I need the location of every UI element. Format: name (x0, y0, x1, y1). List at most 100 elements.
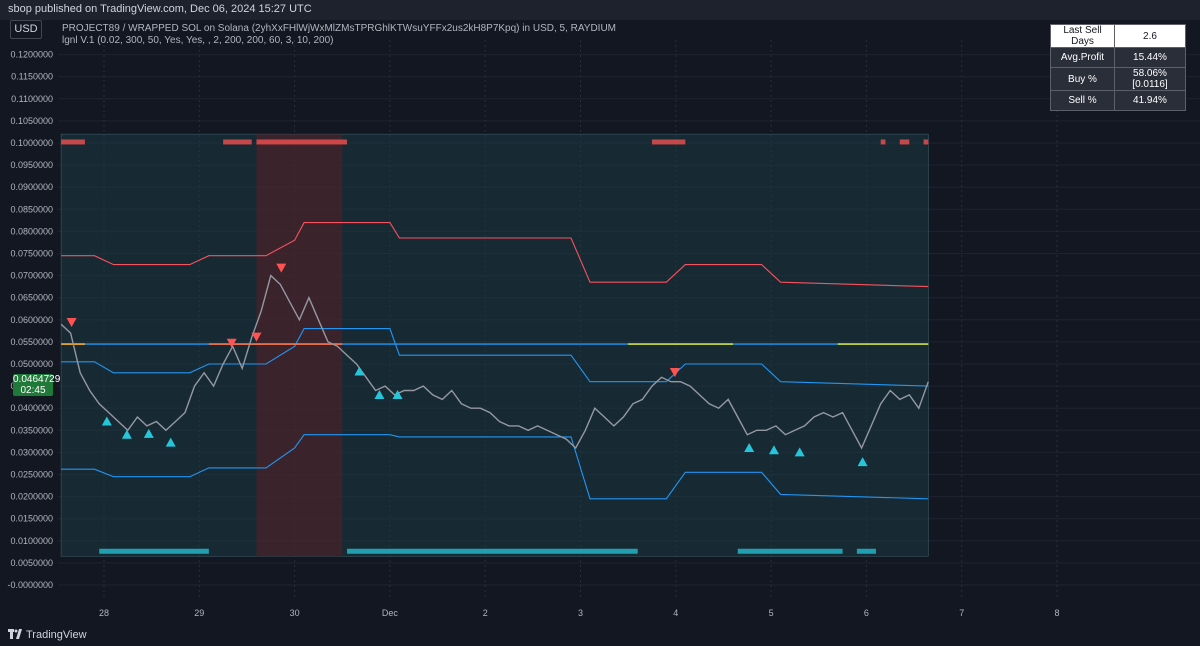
currency-selector[interactable]: USD (10, 20, 42, 39)
signal-markers (66, 263, 868, 467)
y-tick-label: 0.0700000 (10, 271, 53, 281)
stats-row: Last Sell Days 2.6 (1050, 24, 1186, 48)
x-tick-label: 3 (578, 608, 583, 618)
stats-label: Buy % (1050, 67, 1115, 91)
tradingview-logo-icon (8, 629, 22, 639)
published-caption: sbop published on TradingView.com, Dec 0… (8, 3, 312, 15)
buy-signal (121, 429, 132, 439)
stats-label: Avg.Profit (1050, 47, 1115, 68)
y-tick-label: 0.0900000 (10, 182, 53, 192)
x-tick-label: 2 (483, 608, 488, 618)
buy-signal (794, 447, 805, 457)
y-tick-label: 0.1200000 (10, 50, 53, 60)
last-price-value: 0.0464729 (13, 374, 61, 385)
top-signal-bar (223, 139, 252, 145)
sell-signal (66, 318, 77, 328)
stats-table: Last Sell Days 2.6 Avg.Profit 15.44% Buy… (1050, 24, 1186, 111)
last-price-tag: 0.0464729 02:45 (13, 374, 61, 396)
y-tick-label: 0.0300000 (10, 447, 53, 457)
indicator-background (60, 133, 929, 557)
x-tick-label: 7 (959, 608, 964, 618)
price-line (60, 274, 929, 450)
y-tick-label: 0.0650000 (10, 293, 53, 303)
upper-band (61, 222, 929, 288)
x-tick-label: 29 (194, 608, 204, 618)
stats-value: 58.06% [0.0116] (1114, 67, 1186, 91)
top-signal-bar (651, 139, 686, 145)
y-tick-label: 0.0400000 (10, 403, 53, 413)
bottom-signal-bar (347, 548, 638, 554)
sell-signal (226, 338, 237, 348)
y-tick-label: 0.1100000 (11, 94, 53, 104)
y-tick-label: 0.1150000 (11, 72, 53, 82)
buy-signal (857, 457, 868, 467)
buy-signal (101, 416, 112, 426)
symbol-legend: PROJECT89 / WRAPPED SOL on Solana (2yhXx… (62, 23, 617, 34)
y-tick-label: 0.0150000 (10, 514, 53, 524)
lower-band (61, 434, 929, 500)
y-tick-label: 0.0250000 (10, 470, 53, 480)
y-tick-label: 0.1050000 (10, 116, 53, 126)
top-signal-bar (880, 139, 886, 145)
y-tick-label: 0.0800000 (10, 226, 53, 236)
upper-inner-band (61, 328, 929, 387)
tradingview-brand: TradingView (26, 629, 87, 641)
stats-value: 41.94% (1114, 90, 1186, 111)
top-signal-bar (61, 139, 85, 145)
sell-zone (256, 134, 343, 557)
x-tick-label: 6 (864, 608, 869, 618)
y-tick-label: 0.0500000 (10, 359, 53, 369)
x-tick-label: 4 (673, 608, 678, 618)
stats-label: Last Sell Days (1050, 24, 1115, 48)
price-series (60, 274, 929, 450)
published-bar (0, 0, 1200, 20)
x-tick-label: Dec (382, 608, 399, 618)
top-signal-bar (923, 139, 929, 145)
stats-value: 2.6 (1114, 24, 1186, 48)
stats-row: Avg.Profit 15.44% (1050, 47, 1186, 68)
y-tick-label: 0.0350000 (10, 425, 53, 435)
buy-signal (374, 389, 385, 399)
y-tick-label: 0.0100000 (10, 536, 53, 546)
tradingview-logo[interactable]: TradingView (8, 629, 87, 641)
stats-label: Sell % (1050, 90, 1115, 111)
indicator-area (60, 133, 929, 557)
indicator-legend[interactable]: lgnl V.1 (0.02, 300, 50, Yes, Yes, , 2, … (62, 35, 334, 46)
buy-signal (744, 442, 755, 452)
price-axis[interactable]: 0.1200000 0.1150000 0.1100000 0.1050000 0.10… (7, 50, 53, 590)
buy-signal (392, 389, 403, 399)
x-tick-label: 8 (1054, 608, 1059, 618)
x-tick-label: 30 (290, 608, 300, 618)
bottom-signal-bar (99, 548, 209, 554)
stats-value: 15.44% (1114, 47, 1186, 68)
y-tick-label: 0.0600000 (10, 315, 53, 325)
bottom-signal-bar (737, 548, 843, 554)
buy-signal (354, 366, 365, 376)
top-signal-bar (899, 139, 910, 145)
sell-signal (251, 332, 262, 342)
y-tick-label: 0.0750000 (10, 249, 53, 259)
y-tick-label: 0.0550000 (10, 337, 53, 347)
sell-signal (276, 263, 287, 273)
indicator-bands (61, 222, 929, 500)
y-tick-label: -0.0000000 (7, 580, 53, 590)
stats-row: Buy % 58.06% [0.0116] (1050, 67, 1186, 91)
x-tick-label: 5 (769, 608, 774, 618)
stats-row: Sell % 41.94% (1050, 90, 1186, 111)
top-signal-bar (256, 139, 348, 145)
signal-bars (61, 139, 929, 554)
buy-signal (165, 437, 176, 447)
y-tick-label: 0.0950000 (10, 160, 53, 170)
buy-signal (768, 445, 779, 455)
x-tick-label: 28 (99, 608, 109, 618)
footer-bar (0, 626, 1200, 646)
y-tick-label: 0.0200000 (10, 492, 53, 502)
sell-signal (669, 367, 680, 377)
bar-countdown: 02:45 (20, 385, 46, 396)
y-tick-label: 0.0050000 (10, 558, 53, 568)
time-axis[interactable]: 28 29 30 Dec 2 3 4 5 6 7 8 (99, 608, 1060, 618)
y-tick-label: 0.0850000 (10, 204, 53, 214)
y-tick-label: 0.1000000 (10, 138, 53, 148)
buy-signal (143, 428, 154, 438)
